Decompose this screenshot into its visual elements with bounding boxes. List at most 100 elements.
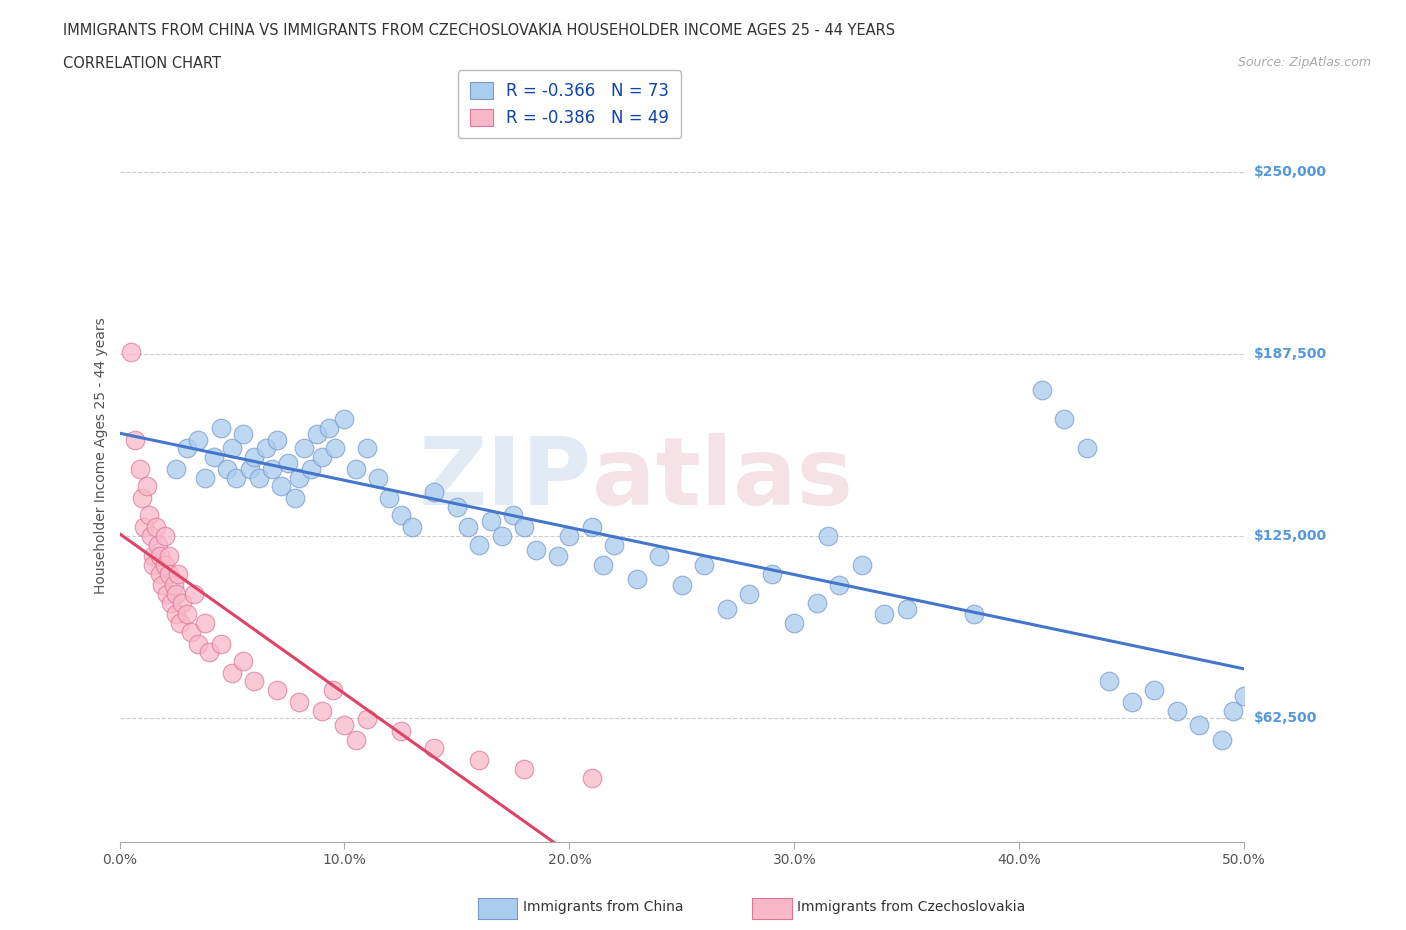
Point xyxy=(401,520,423,535)
Point xyxy=(356,441,378,456)
Point xyxy=(165,461,187,476)
Point xyxy=(806,595,828,610)
Point xyxy=(172,595,194,610)
Point xyxy=(128,461,150,476)
Text: IMMIGRANTS FROM CHINA VS IMMIGRANTS FROM CZECHOSLOVAKIA HOUSEHOLDER INCOME AGES : IMMIGRANTS FROM CHINA VS IMMIGRANTS FROM… xyxy=(63,23,896,38)
Point xyxy=(389,724,412,738)
Point xyxy=(239,461,262,476)
Legend: R = -0.366   N = 73, R = -0.386   N = 49: R = -0.366 N = 73, R = -0.386 N = 49 xyxy=(458,71,681,139)
Point xyxy=(468,752,491,767)
Point xyxy=(288,470,311,485)
Point xyxy=(423,741,446,756)
Point xyxy=(157,566,180,581)
Point xyxy=(648,549,671,564)
Point xyxy=(139,528,162,543)
Point xyxy=(225,470,247,485)
Point xyxy=(318,420,340,435)
Point xyxy=(194,470,217,485)
Point xyxy=(513,762,536,777)
Point xyxy=(134,520,156,535)
Point xyxy=(344,732,367,747)
Point xyxy=(131,490,153,505)
Point xyxy=(270,479,292,494)
Point xyxy=(603,538,626,552)
Point xyxy=(149,566,172,581)
Point xyxy=(817,528,839,543)
Point xyxy=(202,450,225,465)
Point xyxy=(299,461,322,476)
Point xyxy=(896,601,918,616)
Point xyxy=(169,616,191,631)
Point xyxy=(738,587,761,602)
Point xyxy=(277,456,299,471)
Text: $125,000: $125,000 xyxy=(1254,529,1327,543)
Point xyxy=(262,461,284,476)
Point xyxy=(311,703,333,718)
Point xyxy=(325,441,347,456)
Point xyxy=(221,665,243,680)
Point xyxy=(1121,695,1143,710)
Point xyxy=(247,470,270,485)
Point xyxy=(378,490,401,505)
Point xyxy=(671,578,693,592)
Point xyxy=(1098,674,1121,689)
Point xyxy=(547,549,569,564)
Point xyxy=(167,566,190,581)
Point xyxy=(716,601,738,616)
Point xyxy=(333,718,356,733)
Point xyxy=(693,557,716,572)
Point xyxy=(266,683,288,698)
Point xyxy=(592,557,614,572)
Point xyxy=(581,770,603,785)
Point xyxy=(524,543,547,558)
Point xyxy=(165,587,187,602)
Point xyxy=(851,557,873,572)
Text: $62,500: $62,500 xyxy=(1254,711,1317,724)
Point xyxy=(209,636,232,651)
Point xyxy=(367,470,389,485)
Point xyxy=(284,490,307,505)
Point xyxy=(153,557,176,572)
Point xyxy=(468,538,491,552)
Point xyxy=(558,528,581,543)
Point xyxy=(1222,703,1244,718)
Point xyxy=(254,441,277,456)
Point xyxy=(311,450,333,465)
Point xyxy=(389,508,412,523)
Point xyxy=(232,427,254,442)
Point xyxy=(187,432,209,447)
Point xyxy=(165,607,187,622)
Point xyxy=(183,587,205,602)
Point xyxy=(194,616,217,631)
Point xyxy=(153,528,176,543)
Point xyxy=(457,520,479,535)
Point xyxy=(149,549,172,564)
Point xyxy=(209,420,232,435)
Point xyxy=(142,557,165,572)
Point xyxy=(150,578,173,592)
Point xyxy=(266,432,288,447)
Point xyxy=(873,607,896,622)
Point xyxy=(124,432,146,447)
Point xyxy=(232,654,254,669)
Point xyxy=(243,450,266,465)
Point xyxy=(288,695,311,710)
Point xyxy=(761,566,783,581)
Point xyxy=(162,578,184,592)
Text: Source: ZipAtlas.com: Source: ZipAtlas.com xyxy=(1237,56,1371,69)
Point xyxy=(221,441,243,456)
Point xyxy=(138,508,160,523)
Point xyxy=(142,549,165,564)
Point xyxy=(963,607,986,622)
Point xyxy=(356,711,378,726)
Text: Immigrants from China: Immigrants from China xyxy=(523,899,683,914)
Point xyxy=(783,616,806,631)
Point xyxy=(513,520,536,535)
Text: ZIP: ZIP xyxy=(419,432,592,525)
Point xyxy=(307,427,329,442)
Point xyxy=(1211,732,1233,747)
Point xyxy=(1076,441,1098,456)
Y-axis label: Householder Income Ages 25 - 44 years: Householder Income Ages 25 - 44 years xyxy=(94,317,108,594)
Point xyxy=(828,578,851,592)
Point xyxy=(322,683,344,698)
